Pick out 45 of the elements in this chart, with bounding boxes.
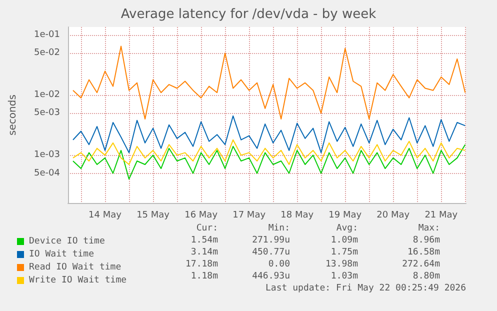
y-tick-label: 1e-03 (34, 150, 60, 160)
x-tick-label: 20 May (376, 210, 410, 220)
text: 271.99u (252, 236, 290, 246)
x-tick-label: 14 May (88, 210, 122, 220)
text: Avg: (336, 224, 358, 234)
legend-label: Write IO Wait time (29, 276, 127, 286)
x-tick-label: 16 May (184, 210, 218, 220)
text: Last update: Fri May 22 00:25:49 2026 (266, 284, 466, 294)
line-series (72, 144, 466, 180)
line-series (72, 139, 466, 165)
y-tick-label: 5e-04 (34, 168, 60, 178)
legend-label: Device IO time (29, 236, 105, 246)
text: Min: (268, 224, 290, 234)
text: 446.93u (252, 272, 290, 282)
y-axis-title: seconds (8, 94, 18, 136)
text: 1.54m (190, 236, 218, 246)
y-tick-label: 1e-02 (34, 90, 60, 100)
x-tick-label: 21 May (424, 210, 458, 220)
text: 1.09m (330, 236, 358, 246)
text: 1.03m (330, 272, 358, 282)
x-tick-label: 17 May (232, 210, 266, 220)
line-series (72, 115, 466, 154)
x-tick-label: 18 May (280, 210, 314, 220)
text: 17.18m (185, 260, 218, 270)
text: Cur: (196, 224, 218, 234)
text: 1.18m (190, 272, 218, 282)
legend-label: Read IO Wait time (29, 262, 122, 272)
text: 13.98m (325, 260, 358, 270)
y-tick-label: 1e-01 (34, 30, 60, 40)
text: 3.14m (190, 248, 218, 258)
legend-label: IO Wait time (29, 250, 94, 260)
x-tick-label: 19 May (328, 210, 362, 220)
y-tick-label: 5e-02 (34, 48, 60, 58)
text: 0.00 (268, 260, 290, 270)
chart-title: Average latency for /dev/vda - by week (120, 7, 377, 22)
text: Max: (418, 224, 440, 234)
text: 1.75m (330, 248, 358, 258)
line-series (72, 46, 466, 120)
text: 8.80m (412, 272, 440, 282)
text: 272.64m (402, 260, 440, 270)
text: 450.77u (252, 248, 290, 258)
text: 8.96m (412, 236, 440, 246)
y-tick-label: 5e-03 (34, 108, 60, 118)
text: 16.58m (407, 248, 440, 258)
x-tick-label: 15 May (136, 210, 170, 220)
